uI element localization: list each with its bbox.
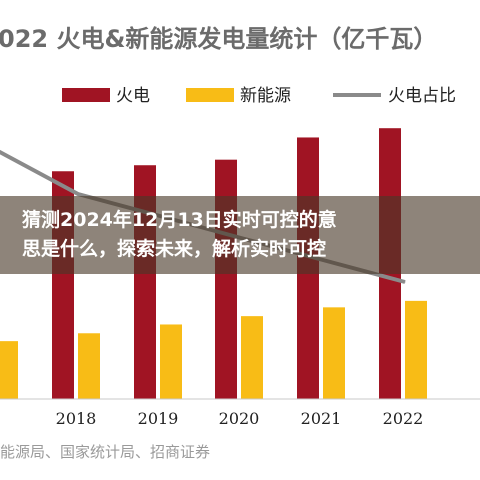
- share-point-2022: [404, 281, 406, 283]
- x-tick-label-2019: 2019: [138, 409, 179, 428]
- x-tick-label-2018: 2018: [56, 409, 97, 428]
- headline-line-2[interactable]: 思是什么，探索未来，解析实时可控: [22, 238, 327, 260]
- legend-label-thermal: 火电: [116, 86, 150, 106]
- share-point-2018: [77, 193, 79, 195]
- x-tick-label-2020: 2020: [219, 409, 260, 428]
- legend-label-renewable: 新能源: [240, 86, 291, 106]
- bar-renewable-2020: [241, 316, 263, 399]
- bar-renewable-2021: [323, 307, 345, 399]
- legend-swatch-renewable: [186, 88, 234, 102]
- bar-renewable-2018: [78, 333, 100, 399]
- bar-renewable-2019: [160, 324, 182, 399]
- headline-overlay: 猜测2024年12月13日实时可控的意 思是什么，探索未来，解析实时可控: [0, 196, 480, 274]
- legend-swatch-thermal: [62, 88, 110, 102]
- x-tick-label-2021: 2021: [301, 409, 342, 428]
- bar-renewable-2022: [405, 300, 427, 399]
- bar-renewable-7: [0, 341, 18, 399]
- chart-legend: 火电 新能源 火电占比: [62, 86, 456, 106]
- x-tick-label-2022: 2022: [383, 409, 424, 428]
- legend-label-share: 火电占比: [388, 86, 456, 106]
- x-ticks: 720182019202020212022: [56, 409, 424, 428]
- chart-title: 022 火电&新能源发电量统计（亿千瓦）: [0, 25, 437, 53]
- headline-line-1[interactable]: 猜测2024年12月13日实时可控的意: [22, 209, 337, 231]
- source-note: 能源局、国家统计局、招商证券: [0, 443, 211, 461]
